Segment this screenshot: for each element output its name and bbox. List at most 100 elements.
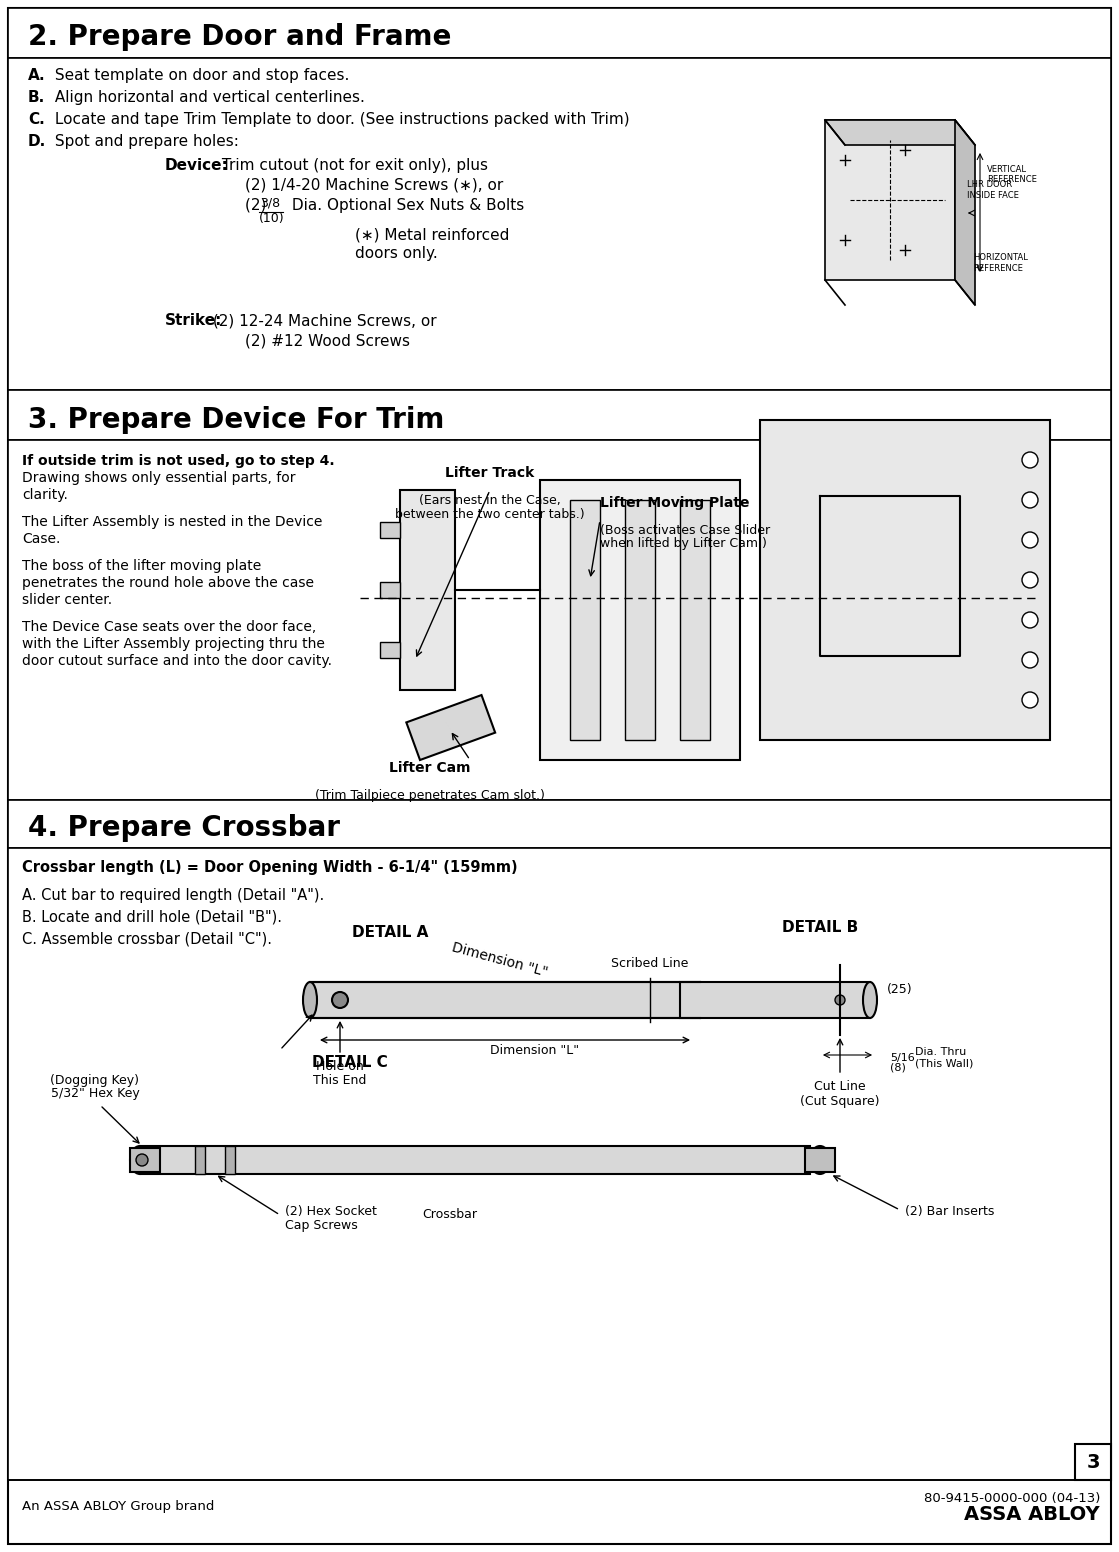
Text: Spot and prepare holes:: Spot and prepare holes:: [50, 133, 238, 149]
Text: Dia. Thru: Dia. Thru: [915, 1048, 966, 1057]
Bar: [8, 441, 1111, 799]
Bar: [380, 582, 399, 598]
Circle shape: [1022, 652, 1038, 667]
Text: doors only.: doors only.: [355, 247, 438, 261]
Bar: [195, 1145, 205, 1173]
Text: (2) 12-24 Machine Screws, or: (2) 12-24 Machine Screws, or: [208, 314, 436, 327]
Text: Dia. Optional Sex Nuts & Bolts: Dia. Optional Sex Nuts & Bolts: [286, 199, 524, 213]
Text: If outside trim is not used, go to step 4.: If outside trim is not used, go to step …: [22, 455, 335, 469]
Text: clarity.: clarity.: [22, 487, 68, 501]
Text: (25): (25): [887, 984, 913, 996]
Polygon shape: [825, 120, 975, 144]
Text: Cap Screws: Cap Screws: [285, 1218, 358, 1231]
Text: (Ears nest in the Case,: (Ears nest in the Case,: [420, 494, 561, 508]
Bar: [130, 1148, 160, 1172]
Text: LHR DOOR
INSIDE FACE: LHR DOOR INSIDE FACE: [967, 180, 1019, 200]
Text: 3. Prepare Device For Trim: 3. Prepare Device For Trim: [28, 407, 444, 435]
Text: 4. Prepare Crossbar: 4. Prepare Crossbar: [28, 813, 340, 843]
Text: Dimension "L": Dimension "L": [451, 941, 549, 979]
Ellipse shape: [303, 982, 317, 1018]
Text: Crossbar length (L) = Door Opening Width - 6-1/4" (159mm): Crossbar length (L) = Door Opening Width…: [22, 860, 518, 875]
Ellipse shape: [863, 982, 877, 1018]
Text: slider center.: slider center.: [22, 593, 112, 607]
Text: penetrates the round hole above the case: penetrates the round hole above the case: [22, 576, 314, 590]
Text: Strike:: Strike:: [164, 314, 223, 327]
Text: 80-9415-0000-000 (04-13): 80-9415-0000-000 (04-13): [923, 1491, 1100, 1505]
Text: This End: This End: [313, 1074, 367, 1086]
Text: B. Locate and drill hole (Detail "B").: B. Locate and drill hole (Detail "B").: [22, 909, 282, 925]
Text: (2) #12 Wood Screws: (2) #12 Wood Screws: [245, 334, 410, 348]
Text: 3/8: 3/8: [260, 196, 280, 210]
Text: ASSA ABLOY: ASSA ABLOY: [965, 1505, 1100, 1524]
Text: A. Cut bar to required length (Detail "A").: A. Cut bar to required length (Detail "A…: [22, 888, 325, 903]
Text: The boss of the lifter moving plate: The boss of the lifter moving plate: [22, 559, 261, 573]
Bar: [570, 500, 600, 740]
Circle shape: [1022, 492, 1038, 508]
Text: door cutout surface and into the door cavity.: door cutout surface and into the door ca…: [22, 653, 332, 667]
Circle shape: [1022, 532, 1038, 548]
Text: Seat template on door and stop faces.: Seat template on door and stop faces.: [50, 68, 349, 82]
Ellipse shape: [693, 982, 707, 1018]
Text: (Cut Square): (Cut Square): [800, 1096, 880, 1108]
Ellipse shape: [130, 1145, 150, 1173]
Text: C.: C.: [28, 112, 45, 127]
Ellipse shape: [810, 1145, 830, 1173]
Text: 5/32" Hex Key: 5/32" Hex Key: [50, 1086, 140, 1100]
Text: (2) Bar Inserts: (2) Bar Inserts: [905, 1206, 995, 1218]
Text: Cut Line: Cut Line: [815, 1080, 866, 1093]
Text: Lifter Track: Lifter Track: [445, 466, 535, 480]
Text: (∗) Metal reinforced: (∗) Metal reinforced: [355, 228, 509, 244]
Circle shape: [137, 1155, 148, 1166]
Text: Dimension "L": Dimension "L": [490, 1043, 580, 1057]
Bar: [680, 500, 709, 740]
Text: An ASSA ABLOY Group brand: An ASSA ABLOY Group brand: [22, 1499, 215, 1513]
Bar: [8, 847, 1111, 1481]
Text: The Device Case seats over the door face,: The Device Case seats over the door face…: [22, 619, 317, 635]
Text: 3: 3: [1087, 1453, 1100, 1471]
Text: Scribed Line: Scribed Line: [611, 958, 688, 970]
Text: (Trim Tailpiece penetrates Cam slot.): (Trim Tailpiece penetrates Cam slot.): [316, 788, 545, 802]
Polygon shape: [955, 120, 975, 306]
Circle shape: [1022, 452, 1038, 469]
Text: with the Lifter Assembly projecting thru the: with the Lifter Assembly projecting thru…: [22, 636, 325, 650]
Bar: [406, 695, 496, 760]
Text: HORIZONTAL
REFERENCE: HORIZONTAL REFERENCE: [974, 253, 1028, 273]
Text: (8): (8): [890, 1063, 906, 1072]
Text: Device:: Device:: [164, 158, 228, 172]
Text: Case.: Case.: [22, 532, 60, 546]
Text: (2): (2): [245, 199, 271, 213]
Bar: [825, 120, 955, 279]
Text: D.: D.: [28, 133, 46, 149]
Text: (Dogging Key): (Dogging Key): [50, 1074, 140, 1086]
Bar: [8, 799, 1111, 847]
Bar: [540, 480, 740, 760]
Text: Lifter Cam: Lifter Cam: [389, 760, 471, 774]
Text: 5/16: 5/16: [890, 1052, 914, 1063]
Text: C. Assemble crossbar (Detail "C").: C. Assemble crossbar (Detail "C").: [22, 933, 272, 947]
Text: Hole on: Hole on: [317, 1060, 364, 1072]
Bar: [1075, 1443, 1111, 1481]
Bar: [380, 643, 399, 658]
Text: A.: A.: [28, 68, 46, 82]
Bar: [8, 8, 1111, 57]
Text: Crossbar: Crossbar: [423, 1209, 478, 1221]
Text: between the two center tabs.): between the two center tabs.): [395, 508, 585, 521]
Bar: [8, 390, 1111, 441]
Bar: [399, 490, 455, 691]
Text: Locate and tape Trim Template to door. (See instructions packed with Trim): Locate and tape Trim Template to door. (…: [50, 112, 630, 127]
Text: B.: B.: [28, 90, 45, 106]
Text: The Lifter Assembly is nested in the Device: The Lifter Assembly is nested in the Dev…: [22, 515, 322, 529]
Circle shape: [332, 992, 348, 1007]
Bar: [8, 57, 1111, 390]
Text: Lifter Moving Plate: Lifter Moving Plate: [600, 497, 750, 511]
Circle shape: [1022, 611, 1038, 629]
Text: (This Wall): (This Wall): [915, 1058, 974, 1069]
Circle shape: [1022, 573, 1038, 588]
Text: (Boss activates Case Slider: (Boss activates Case Slider: [600, 525, 770, 537]
Bar: [805, 1148, 835, 1172]
Text: Trim cutout (not for exit only), plus: Trim cutout (not for exit only), plus: [217, 158, 488, 172]
Circle shape: [1022, 692, 1038, 708]
Text: DETAIL C: DETAIL C: [312, 1055, 388, 1069]
Bar: [380, 521, 399, 539]
Text: DETAIL A: DETAIL A: [351, 925, 429, 941]
